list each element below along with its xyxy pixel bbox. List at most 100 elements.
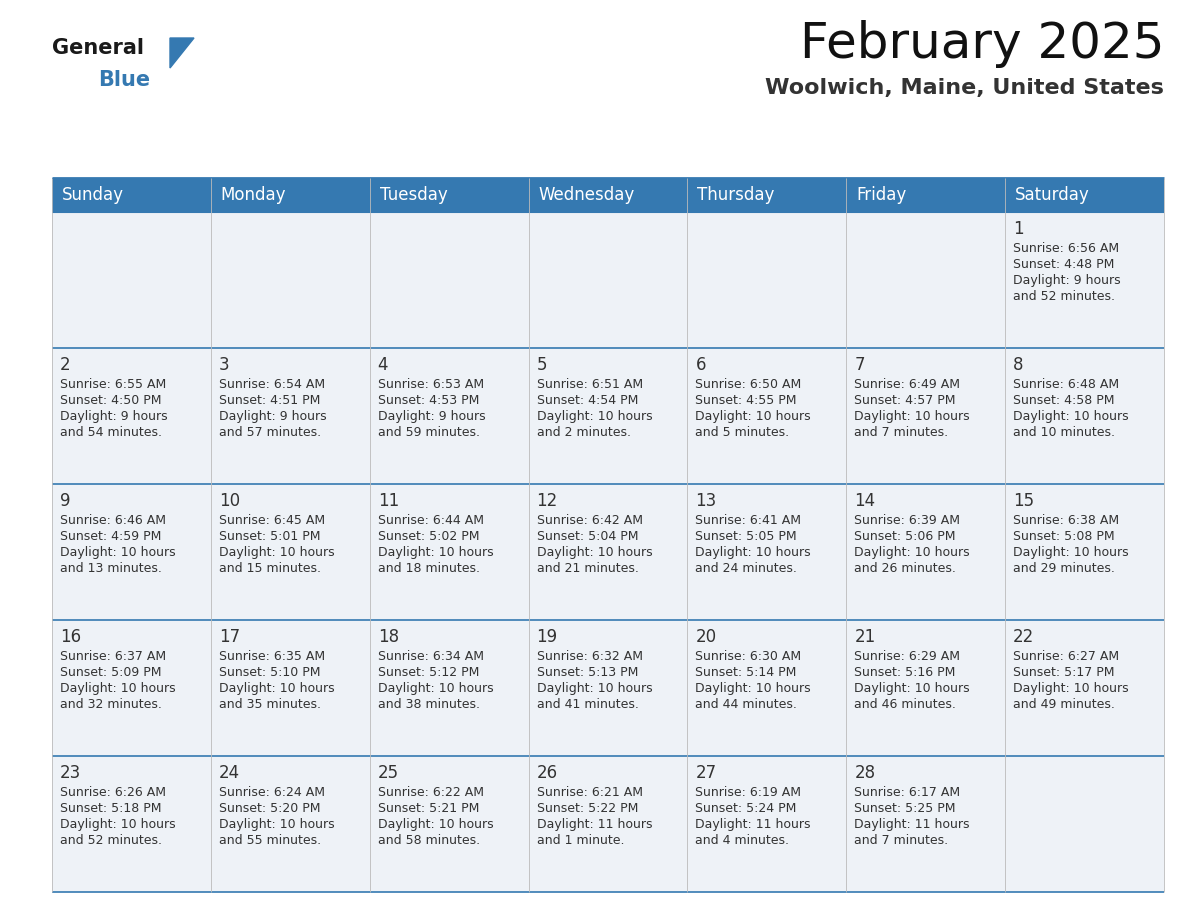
Text: Sunset: 5:08 PM: Sunset: 5:08 PM (1013, 530, 1114, 543)
Text: Sunrise: 6:56 AM: Sunrise: 6:56 AM (1013, 242, 1119, 255)
Text: and 59 minutes.: and 59 minutes. (378, 426, 480, 439)
Text: 19: 19 (537, 628, 557, 646)
Text: Sunset: 4:48 PM: Sunset: 4:48 PM (1013, 258, 1114, 271)
Bar (52, 756, 210, 892)
Text: Sunset: 4:53 PM: Sunset: 4:53 PM (378, 394, 479, 407)
Bar (210, 756, 369, 892)
Text: Sunset: 5:13 PM: Sunset: 5:13 PM (537, 666, 638, 679)
Text: and 32 minutes.: and 32 minutes. (61, 698, 162, 711)
Text: and 49 minutes.: and 49 minutes. (1013, 698, 1116, 711)
Bar (1005, 620, 1164, 756)
Bar (688, 620, 846, 756)
Text: Sunset: 5:01 PM: Sunset: 5:01 PM (219, 530, 321, 543)
Text: Daylight: 10 hours: Daylight: 10 hours (854, 546, 969, 559)
Text: and 24 minutes.: and 24 minutes. (695, 562, 797, 575)
Text: Sunrise: 6:21 AM: Sunrise: 6:21 AM (537, 786, 643, 799)
Text: Daylight: 10 hours: Daylight: 10 hours (61, 818, 176, 831)
Bar (846, 178, 1005, 212)
Bar (846, 756, 1005, 892)
Text: 5: 5 (537, 356, 546, 374)
Text: Sunrise: 6:42 AM: Sunrise: 6:42 AM (537, 514, 643, 527)
Text: and 13 minutes.: and 13 minutes. (61, 562, 162, 575)
Bar (529, 178, 688, 212)
Text: Sunset: 5:20 PM: Sunset: 5:20 PM (219, 802, 321, 815)
Text: Tuesday: Tuesday (380, 186, 448, 204)
Bar (846, 348, 1005, 484)
Text: Daylight: 10 hours: Daylight: 10 hours (854, 410, 969, 423)
Text: Sunset: 4:55 PM: Sunset: 4:55 PM (695, 394, 797, 407)
Text: Daylight: 10 hours: Daylight: 10 hours (537, 546, 652, 559)
Text: Daylight: 10 hours: Daylight: 10 hours (61, 546, 176, 559)
Text: Sunset: 5:06 PM: Sunset: 5:06 PM (854, 530, 956, 543)
Text: Sunrise: 6:48 AM: Sunrise: 6:48 AM (1013, 378, 1119, 391)
Bar (529, 348, 688, 484)
Text: and 21 minutes.: and 21 minutes. (537, 562, 638, 575)
Text: Sunset: 5:10 PM: Sunset: 5:10 PM (219, 666, 321, 679)
Text: 26: 26 (537, 764, 557, 782)
Text: 18: 18 (378, 628, 399, 646)
Text: Sunrise: 6:17 AM: Sunrise: 6:17 AM (854, 786, 960, 799)
Text: 8: 8 (1013, 356, 1024, 374)
Text: and 58 minutes.: and 58 minutes. (378, 834, 480, 847)
Text: and 46 minutes.: and 46 minutes. (854, 698, 956, 711)
Text: and 41 minutes.: and 41 minutes. (537, 698, 638, 711)
Text: Sunset: 5:21 PM: Sunset: 5:21 PM (378, 802, 479, 815)
Text: Sunset: 4:57 PM: Sunset: 4:57 PM (854, 394, 956, 407)
Text: Sunrise: 6:41 AM: Sunrise: 6:41 AM (695, 514, 802, 527)
Text: 6: 6 (695, 356, 706, 374)
Bar (210, 178, 369, 212)
Bar (529, 212, 688, 348)
Text: 11: 11 (378, 492, 399, 510)
Text: 2: 2 (61, 356, 70, 374)
Text: Daylight: 11 hours: Daylight: 11 hours (854, 818, 969, 831)
Text: 1: 1 (1013, 220, 1024, 238)
Text: and 15 minutes.: and 15 minutes. (219, 562, 321, 575)
Text: Blue: Blue (97, 70, 150, 90)
Text: Daylight: 10 hours: Daylight: 10 hours (695, 682, 811, 695)
Text: General: General (52, 38, 144, 58)
Text: Wednesday: Wednesday (538, 186, 634, 204)
Text: Daylight: 10 hours: Daylight: 10 hours (1013, 546, 1129, 559)
Text: Daylight: 10 hours: Daylight: 10 hours (1013, 410, 1129, 423)
Text: Sunday: Sunday (62, 186, 124, 204)
Text: Sunset: 5:04 PM: Sunset: 5:04 PM (537, 530, 638, 543)
Bar (369, 756, 529, 892)
Text: Sunset: 5:02 PM: Sunset: 5:02 PM (378, 530, 479, 543)
Text: 23: 23 (61, 764, 81, 782)
Text: 4: 4 (378, 356, 388, 374)
Bar (846, 620, 1005, 756)
Text: Monday: Monday (221, 186, 286, 204)
Bar (52, 484, 210, 620)
Text: and 57 minutes.: and 57 minutes. (219, 426, 321, 439)
Text: Sunset: 5:25 PM: Sunset: 5:25 PM (854, 802, 956, 815)
Text: Sunset: 5:22 PM: Sunset: 5:22 PM (537, 802, 638, 815)
Text: Saturday: Saturday (1015, 186, 1089, 204)
Bar (1005, 756, 1164, 892)
Text: and 5 minutes.: and 5 minutes. (695, 426, 790, 439)
Text: Sunset: 5:09 PM: Sunset: 5:09 PM (61, 666, 162, 679)
Text: 17: 17 (219, 628, 240, 646)
Text: 24: 24 (219, 764, 240, 782)
Text: 14: 14 (854, 492, 876, 510)
Text: Daylight: 10 hours: Daylight: 10 hours (219, 682, 335, 695)
Text: Sunrise: 6:44 AM: Sunrise: 6:44 AM (378, 514, 484, 527)
Polygon shape (170, 38, 194, 68)
Text: Sunset: 5:12 PM: Sunset: 5:12 PM (378, 666, 479, 679)
Text: and 55 minutes.: and 55 minutes. (219, 834, 321, 847)
Text: Sunrise: 6:34 AM: Sunrise: 6:34 AM (378, 650, 484, 663)
Bar (210, 212, 369, 348)
Text: Sunset: 5:18 PM: Sunset: 5:18 PM (61, 802, 162, 815)
Text: Daylight: 10 hours: Daylight: 10 hours (1013, 682, 1129, 695)
Text: Sunset: 4:59 PM: Sunset: 4:59 PM (61, 530, 162, 543)
Text: and 4 minutes.: and 4 minutes. (695, 834, 790, 847)
Bar (369, 212, 529, 348)
Text: Sunset: 4:58 PM: Sunset: 4:58 PM (1013, 394, 1114, 407)
Text: 10: 10 (219, 492, 240, 510)
Bar (1005, 348, 1164, 484)
Text: Sunrise: 6:54 AM: Sunrise: 6:54 AM (219, 378, 326, 391)
Text: Sunrise: 6:38 AM: Sunrise: 6:38 AM (1013, 514, 1119, 527)
Text: Daylight: 10 hours: Daylight: 10 hours (219, 546, 335, 559)
Text: Daylight: 10 hours: Daylight: 10 hours (537, 682, 652, 695)
Text: 16: 16 (61, 628, 81, 646)
Text: 28: 28 (854, 764, 876, 782)
